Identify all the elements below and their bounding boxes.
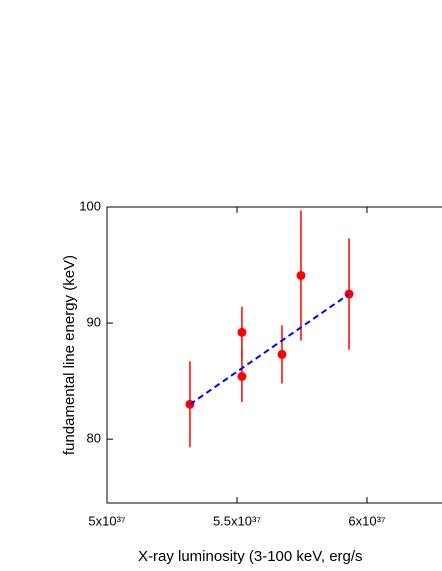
data-point — [277, 349, 287, 359]
plot-frame — [106, 206, 442, 504]
fit-line — [189, 293, 350, 406]
data-point — [237, 327, 247, 337]
data-point — [296, 270, 306, 280]
y-axis-label: fundamental line energy (keV) — [61, 255, 78, 455]
data-point — [237, 371, 247, 381]
y-tick-label: 80 — [87, 431, 101, 446]
x-tick-label: 6x10³⁷ — [348, 513, 386, 528]
x-tick-label: 5.5x10³⁷ — [213, 513, 261, 528]
x-tick-label: 5x10³⁷ — [88, 513, 126, 528]
y-tick-label: 100 — [79, 198, 101, 213]
y-tick-label: 90 — [87, 315, 101, 330]
x-axis-label: X-ray luminosity (3-100 keV, erg/s — [138, 548, 363, 565]
